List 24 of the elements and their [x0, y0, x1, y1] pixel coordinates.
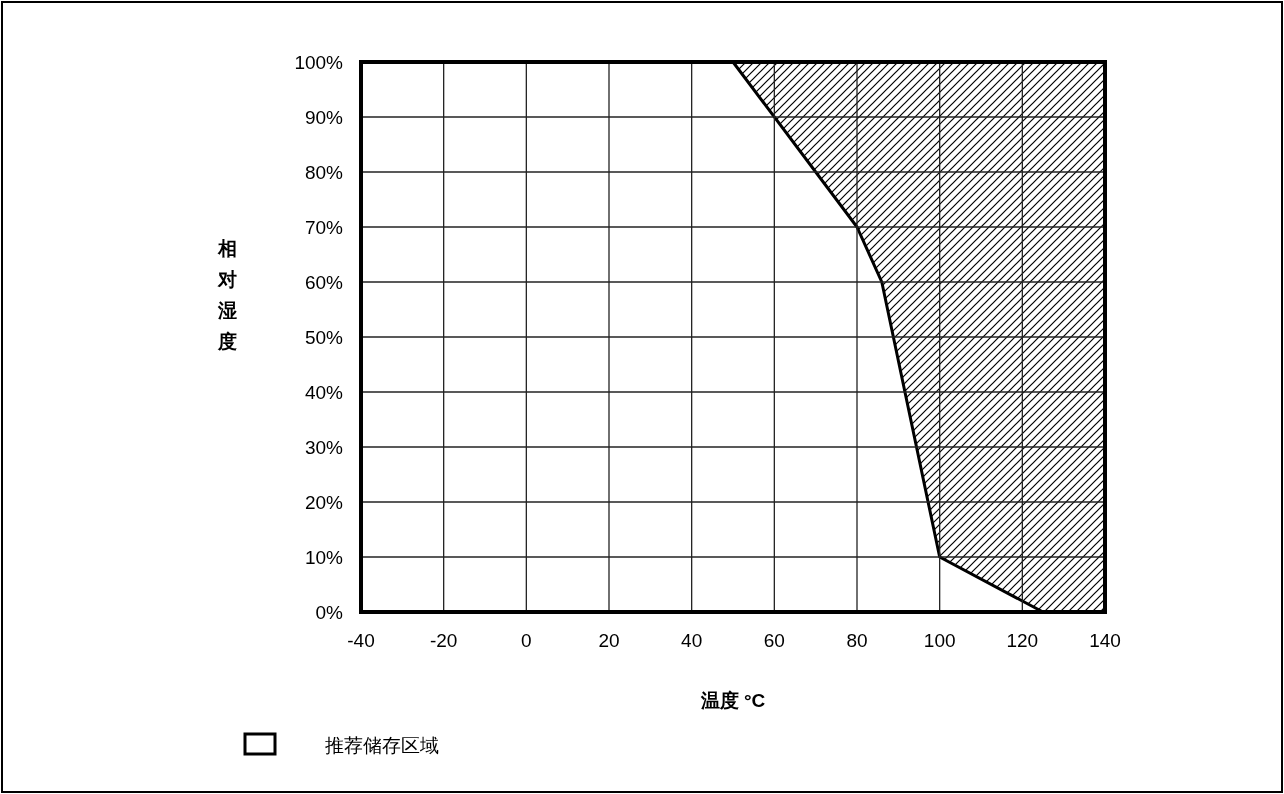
x-tick-label: 20 [598, 630, 620, 651]
y-tick-label: 70% [304, 217, 344, 238]
y-tick-label: 100% [294, 52, 344, 73]
x-tick-label: 120 [1006, 630, 1039, 651]
y-tick-label: 20% [304, 492, 344, 513]
x-tick-label: 40 [681, 630, 703, 651]
y-tick-label: 60% [304, 272, 344, 293]
y-tick-label: 50% [304, 327, 344, 348]
y-tick-label: 40% [304, 382, 344, 403]
x-tick-label: 60 [763, 630, 785, 651]
x-axis-title: 温度 °C [699, 690, 766, 711]
x-tick-label: 80 [846, 630, 868, 651]
y-tick-label: 0% [315, 602, 344, 623]
x-tick-label: -20 [429, 630, 458, 651]
y-tick-label: 10% [304, 547, 344, 568]
x-tick-label: 140 [1089, 630, 1121, 651]
y-tick-label: 30% [304, 437, 344, 458]
y-tick-label: 90% [304, 107, 344, 128]
x-tick-label: 100 [923, 630, 956, 651]
x-tick-label: -40 [347, 630, 375, 651]
legend: 推荐储存区域 [243, 732, 439, 756]
y-axis-title: 相对湿度 [216, 238, 237, 352]
x-tick-label: 0 [521, 630, 532, 651]
y-tick-label: 80% [304, 162, 344, 183]
